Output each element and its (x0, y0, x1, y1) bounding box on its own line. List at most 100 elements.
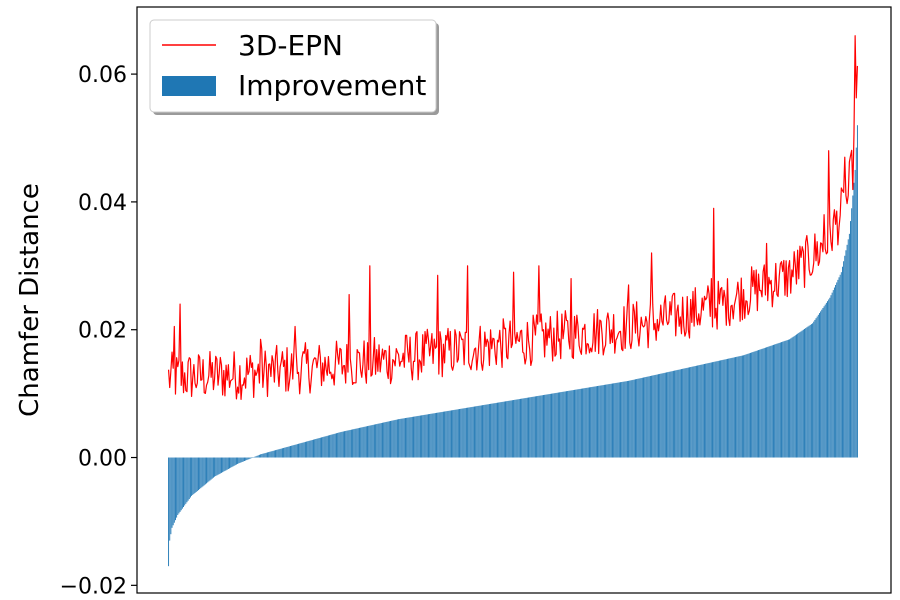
improvement-bar (518, 399, 520, 458)
improvement-bar (748, 353, 750, 458)
improvement-bar (202, 457, 204, 487)
improvement-bar (357, 428, 359, 458)
improvement-bar (681, 369, 682, 458)
improvement-bar (737, 356, 739, 458)
improvement-bar (764, 347, 766, 458)
improvement-bar (783, 341, 785, 458)
improvement-bar (225, 457, 227, 471)
improvement-bar (689, 367, 690, 458)
improvement-bar (775, 344, 777, 458)
improvement-bar (403, 418, 405, 458)
improvement-bar (717, 360, 719, 458)
improvement-bar (700, 364, 702, 458)
improvement-bar (613, 383, 615, 458)
improvement-bar (396, 419, 398, 458)
improvement-bar (437, 412, 439, 458)
improvement-bar (189, 457, 191, 498)
improvement-bar (854, 169, 856, 458)
improvement-bar (626, 381, 628, 458)
improvement-bar (615, 382, 617, 458)
improvement-bar (817, 314, 819, 458)
improvement-bar (180, 457, 182, 511)
improvement-bar (240, 457, 242, 463)
improvement-bar (231, 457, 233, 468)
improvement-bar (830, 295, 832, 458)
improvement-bar (465, 407, 467, 458)
improvement-bar (698, 365, 700, 458)
improvement-bar (655, 374, 657, 458)
improvement-bar (648, 376, 650, 458)
improvement-bar (546, 394, 548, 458)
improvement-bar (856, 125, 858, 458)
improvement-bar (208, 457, 210, 482)
improvement-bar (594, 386, 596, 458)
improvement-bar (234, 457, 236, 466)
improvement-bar (579, 388, 581, 458)
improvement-bar (461, 408, 463, 458)
improvement-bar (614, 383, 616, 458)
improvement-bar (462, 408, 464, 458)
improvement-bar (284, 447, 286, 458)
improvement-bar (314, 439, 316, 458)
improvement-bar (271, 451, 273, 458)
improvement-bar (753, 351, 755, 458)
improvement-bar (782, 341, 784, 458)
improvement-bar (684, 368, 686, 458)
improvement-bar (739, 356, 741, 458)
improvement-bar (363, 426, 365, 458)
improvement-bar (707, 363, 709, 458)
improvement-bar (569, 390, 571, 458)
improvement-bar (326, 435, 328, 458)
improvement-bar (562, 391, 564, 458)
improvement-bar (778, 342, 780, 458)
improvement-bar (369, 425, 371, 458)
improvement-bar (424, 414, 426, 458)
improvement-bar (736, 356, 738, 458)
improvement-bar (738, 356, 740, 458)
improvement-bar (600, 385, 602, 458)
improvement-bar (371, 425, 373, 458)
improvement-bar (410, 417, 412, 458)
improvement-bar (417, 415, 419, 458)
improvement-bar (585, 387, 587, 458)
improvement-bar (353, 429, 355, 458)
improvement-bar (319, 437, 321, 458)
improvement-bar (595, 386, 597, 458)
improvement-bar (299, 443, 301, 458)
improvement-bar (379, 423, 381, 458)
improvement-bar (658, 374, 659, 458)
improvement-bar (425, 414, 427, 458)
improvement-bar (557, 392, 559, 458)
improvement-bar (348, 430, 350, 458)
improvement-bar (525, 397, 527, 458)
improvement-bar (272, 450, 274, 458)
improvement-bar (377, 423, 379, 458)
improvement-bar (547, 394, 549, 458)
improvement-bar (540, 395, 542, 458)
improvement-bar (616, 382, 618, 458)
improvement-bar (645, 377, 647, 458)
improvement-bar (287, 446, 289, 458)
improvement-bar (212, 457, 214, 478)
improvement-bar (514, 399, 516, 458)
improvement-bar (449, 410, 451, 458)
improvement-bar (206, 457, 207, 484)
improvement-bar (195, 457, 197, 493)
legend-box (149, 19, 437, 113)
improvement-bar (361, 427, 363, 458)
improvement-bar (741, 355, 743, 458)
improvement-bar (218, 457, 220, 475)
improvement-bar (548, 394, 550, 458)
improvement-bar (522, 398, 524, 458)
improvement-bar (217, 457, 219, 475)
improvement-bar (362, 427, 364, 458)
improvement-bar (375, 424, 377, 458)
improvement-bar (393, 420, 395, 458)
improvement-bar (256, 455, 258, 458)
improvement-bar (541, 395, 543, 458)
improvement-bar (556, 392, 558, 458)
improvement-bar (203, 457, 205, 486)
improvement-bar (354, 428, 356, 458)
improvement-bar (493, 403, 495, 458)
improvement-bar (426, 414, 428, 458)
